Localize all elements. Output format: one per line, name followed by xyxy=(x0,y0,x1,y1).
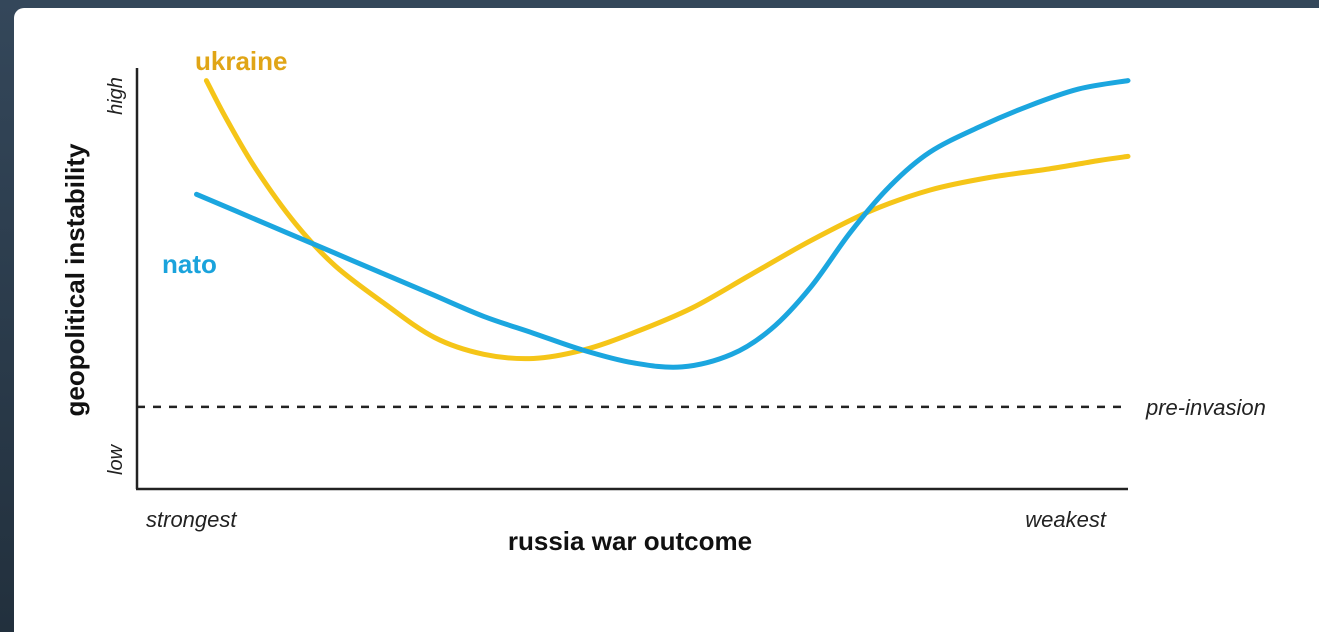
y-label-low: low xyxy=(105,443,127,475)
y-label-high: high xyxy=(105,77,127,115)
x-axis-title: russia war outcome xyxy=(508,526,752,556)
y-axis-title: geopolitical instability xyxy=(60,143,90,417)
series-label-ukraine: ukraine xyxy=(195,46,288,76)
series-line-ukraine xyxy=(203,78,1131,362)
pre-invasion-label: pre-invasion xyxy=(1145,395,1266,420)
series-layer xyxy=(194,78,1131,370)
x-label-strongest: strongest xyxy=(146,507,237,532)
series-line-nato xyxy=(194,78,1131,370)
x-label-weakest: weakest xyxy=(1025,507,1107,532)
series-label-nato: nato xyxy=(162,249,217,279)
